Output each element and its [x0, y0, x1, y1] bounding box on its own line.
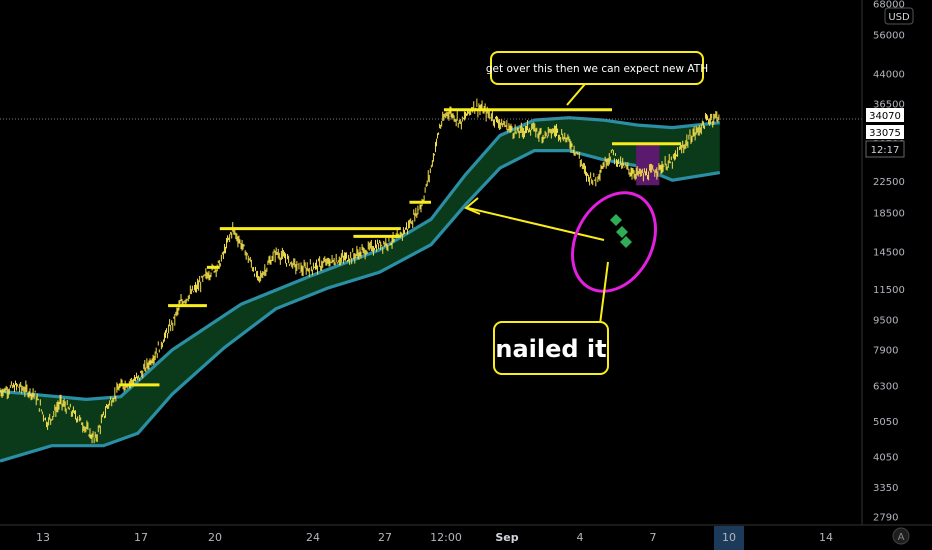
y-tick-label: 14500: [873, 248, 905, 259]
arrow: [464, 197, 605, 241]
x-tick-label: 24: [306, 531, 320, 544]
callout-top: get over this then we can expect new ATH: [486, 51, 708, 106]
x-tick-label: Sep: [495, 531, 518, 544]
x-tick-label: 10: [722, 531, 736, 544]
currency-label: USD: [888, 12, 910, 23]
y-tick-label: 11500: [873, 285, 905, 296]
signal-marker-icon: [610, 214, 632, 248]
countdown-tag: 12:17: [871, 145, 900, 156]
x-tick-label: 13: [36, 531, 50, 544]
auto-scale-label: A: [898, 532, 905, 543]
y-tick-label: 7900: [873, 345, 898, 356]
x-tick-label: 7: [650, 531, 657, 544]
band-value-tag: 33075: [869, 128, 901, 139]
callout-top-text: get over this then we can expect new ATH: [486, 63, 708, 75]
y-tick-label: 68000: [873, 0, 905, 11]
purple-zone: [636, 143, 660, 186]
currency-badge[interactable]: USD: [884, 7, 914, 25]
y-tick-label: 18500: [873, 209, 905, 220]
y-tick-label: 4050: [873, 453, 898, 464]
x-tick-label: 20: [208, 531, 222, 544]
band-fill: [0, 117, 720, 462]
y-tick-label: 44000: [873, 69, 905, 80]
auto-scale-button[interactable]: A: [892, 527, 910, 545]
x-tick-label: 12:00: [430, 531, 462, 544]
y-tick-label: 22500: [873, 177, 905, 188]
x-tick-label: 27: [378, 531, 392, 544]
price-tags: 34070 33075 12:17: [865, 108, 905, 158]
y-tick-label: 6300: [873, 382, 898, 393]
highlight-ellipse: [571, 191, 657, 293]
callout-bottom: nailed it: [493, 261, 609, 375]
y-tick-label: 3350: [873, 483, 898, 494]
x-tick-label: 17: [134, 531, 148, 544]
y-tick-label: 56000: [873, 31, 905, 42]
x-tick-label: 4: [577, 531, 584, 544]
y-tick-label: 5050: [873, 417, 898, 428]
band-upper-line: [0, 116, 720, 402]
time-axis[interactable]: 13 17 20 24 27 12:00 Sep 4 7 10 14: [0, 524, 932, 550]
y-tick-label: 36500: [873, 99, 905, 110]
y-tick-label: 2790: [873, 513, 898, 524]
support-levels: [118, 108, 681, 387]
x-tick-label: 14: [819, 531, 833, 544]
last-price-tag: 34070: [869, 111, 901, 122]
price-axis[interactable]: 2790 3350 4050 5050 6300 7900 9500 11500 14500 18…: [861, 0, 905, 525]
y-tick-label: 9500: [873, 316, 898, 327]
callout-bottom-text: nailed it: [495, 335, 606, 363]
